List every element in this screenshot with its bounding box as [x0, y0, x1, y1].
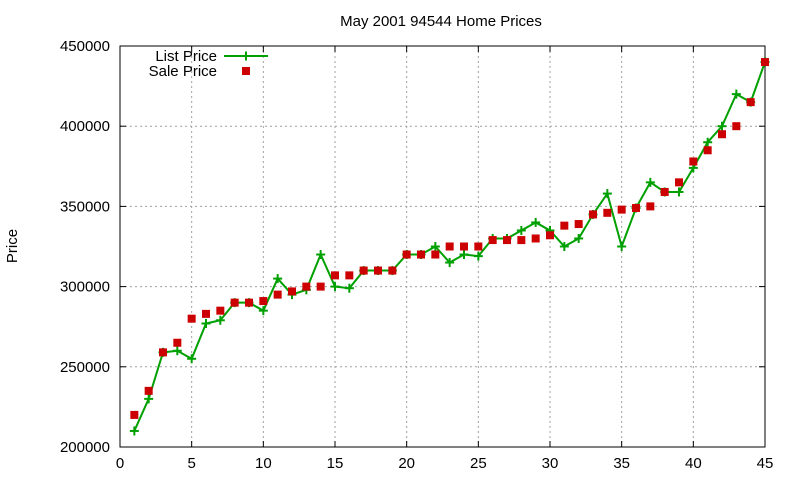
sale-price-point [460, 242, 468, 251]
y-tick-label: 350000 [60, 198, 110, 215]
x-tick-label: 0 [116, 455, 124, 472]
list-price-point [717, 121, 727, 131]
list-price-point [731, 89, 741, 99]
y-tick-label: 300000 [60, 279, 110, 296]
list-price-point [316, 250, 326, 260]
list-price-point [273, 274, 283, 284]
sale-price-point [331, 271, 339, 280]
sale-price-point [689, 157, 698, 166]
list-price-point [531, 217, 541, 227]
sale-price-point [589, 210, 597, 219]
sale-price-point [617, 205, 626, 214]
sale-price-point [288, 287, 296, 296]
x-tick-label: 20 [398, 455, 415, 472]
sale-price-point [216, 306, 225, 315]
sale-price-point [488, 236, 497, 245]
sale-price-point [632, 204, 640, 213]
x-tick-label: 25 [470, 455, 487, 472]
y-tick-label: 450000 [60, 38, 110, 55]
sale-price-point [445, 242, 454, 251]
sale-price-point [503, 236, 511, 245]
sale-price-point [202, 309, 210, 318]
legend-label-list-price: List Price [155, 48, 217, 65]
list-price-point [445, 258, 455, 268]
list-price-point [330, 282, 340, 292]
sale-price-point [675, 178, 683, 187]
sale-price-point [273, 290, 282, 299]
list-price-point [574, 233, 584, 243]
sale-price-point [245, 298, 253, 307]
sale-price-point [230, 298, 239, 307]
list-price-point [172, 346, 182, 356]
sale-price-point [746, 98, 755, 107]
sale-price-point [159, 348, 167, 357]
sale-price-point [603, 208, 612, 217]
sale-price-point [761, 58, 769, 67]
y-tick-label: 200000 [60, 439, 110, 456]
list-price-point [344, 283, 354, 293]
x-tick-label: 30 [542, 455, 559, 472]
list-price-point [602, 189, 612, 199]
sale-price-point [302, 282, 311, 291]
list-price-point [645, 177, 655, 187]
list-price-point [473, 251, 483, 261]
plot-frame [119, 45, 766, 448]
sale-price-point [474, 242, 483, 251]
list-price-point [430, 242, 440, 251]
x-tick-label: 5 [187, 455, 195, 472]
list-price-point [201, 318, 211, 328]
sale-price-point [374, 266, 382, 275]
list-price-point [258, 306, 268, 316]
x-tick-label: 40 [685, 455, 702, 472]
list-price-point [559, 242, 569, 251]
sale-price-point [517, 236, 526, 245]
x-tick-label: 15 [327, 455, 344, 472]
x-tick-label: 45 [757, 455, 774, 472]
data-marks [129, 57, 770, 436]
sale-price-point [531, 234, 540, 243]
list-price-point [215, 315, 225, 325]
sale-price-point [431, 250, 440, 259]
y-tick-label: 250000 [60, 359, 110, 376]
sale-price-point [718, 130, 726, 139]
sale-price-point [144, 386, 153, 395]
sale-price-point [345, 271, 354, 280]
legend-label-sale-price: Sale Price [149, 63, 217, 80]
list-price-point [187, 354, 197, 364]
list-price-point [617, 242, 627, 251]
axis-ticks: 0 5 10 15 20 25 30 35 40 45 200000 250000 300000 3500… [60, 38, 773, 472]
sale-price-point [703, 146, 712, 155]
legend-swatch-list-marker [241, 51, 251, 61]
list-price-point [144, 394, 154, 404]
chart-title: May 2001 94544 Home Prices [340, 13, 542, 30]
y-axis-label: Price [4, 229, 21, 263]
list-price-point [703, 137, 713, 147]
sale-price-point [646, 202, 655, 211]
legend-swatch-sale-marker [242, 67, 250, 75]
sale-price-point [560, 221, 569, 230]
sale-price-point [359, 266, 368, 275]
sale-price-point [388, 266, 397, 275]
list-price-point [516, 225, 526, 235]
x-tick-label: 10 [255, 455, 272, 472]
sale-price-point [546, 231, 554, 240]
y-tick-label: 400000 [60, 118, 110, 135]
sale-price-point [574, 220, 583, 229]
sale-price-point [316, 282, 325, 291]
sale-price-point [259, 297, 268, 306]
x-tick-label: 35 [613, 455, 630, 472]
sale-price-point [732, 122, 741, 131]
sale-price-point [417, 250, 425, 259]
sale-price-point [130, 410, 139, 419]
sale-price-point [173, 338, 182, 347]
sale-price-point [187, 314, 196, 323]
list-price-point [674, 187, 684, 197]
sale-price-point [660, 187, 669, 196]
list-price-point [129, 426, 139, 436]
sale-price-point [402, 250, 411, 259]
list-price-point [459, 250, 469, 260]
